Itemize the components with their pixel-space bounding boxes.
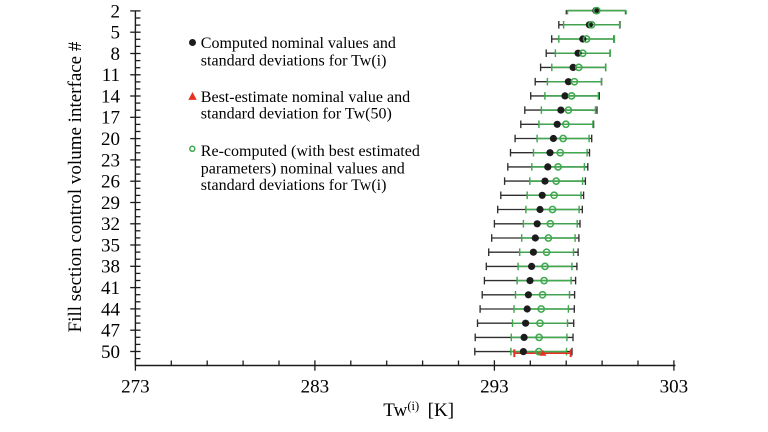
svg-text:44: 44 [101,299,121,320]
svg-text:parameters) nominal values and: parameters) nominal values and [201,161,405,178]
svg-text:20: 20 [101,129,120,150]
svg-text:Fill section control volume in: Fill section control volume interface # [65,41,86,332]
svg-text:17: 17 [101,108,120,129]
svg-text:standard deviations for Tw(i): standard deviations for Tw(i) [201,177,387,194]
svg-text:35: 35 [101,235,120,256]
svg-text:5: 5 [111,23,121,44]
svg-text:273: 273 [121,377,150,398]
svg-text:2: 2 [111,1,121,22]
svg-text:29: 29 [101,193,120,214]
svg-text:23: 23 [101,150,120,171]
svg-text:Re-computed (with best estimat: Re-computed (with best estimated [201,143,420,160]
svg-text:293: 293 [480,377,509,398]
svg-text:50: 50 [101,342,120,363]
svg-text:47: 47 [101,321,120,342]
svg-text:Tw(i) [K]: Tw(i) [K] [383,399,454,421]
svg-text:32: 32 [101,214,120,235]
svg-text:11: 11 [102,65,120,86]
svg-text:Best-estimate nominal value an: Best-estimate nominal value and [201,89,410,106]
svg-text:Computed nominal values and: Computed nominal values and [201,35,396,52]
svg-text:8: 8 [111,44,121,65]
svg-text:283: 283 [301,377,330,398]
svg-text:standard deviations for Tw(i): standard deviations for Tw(i) [201,53,387,70]
svg-text:303: 303 [660,377,689,398]
svg-text:26: 26 [101,172,120,193]
svg-text:14: 14 [101,86,121,107]
svg-text:standard deviation for Tw(50): standard deviation for Tw(50) [201,105,392,122]
svg-text:41: 41 [101,278,120,299]
svg-text:38: 38 [101,257,120,278]
